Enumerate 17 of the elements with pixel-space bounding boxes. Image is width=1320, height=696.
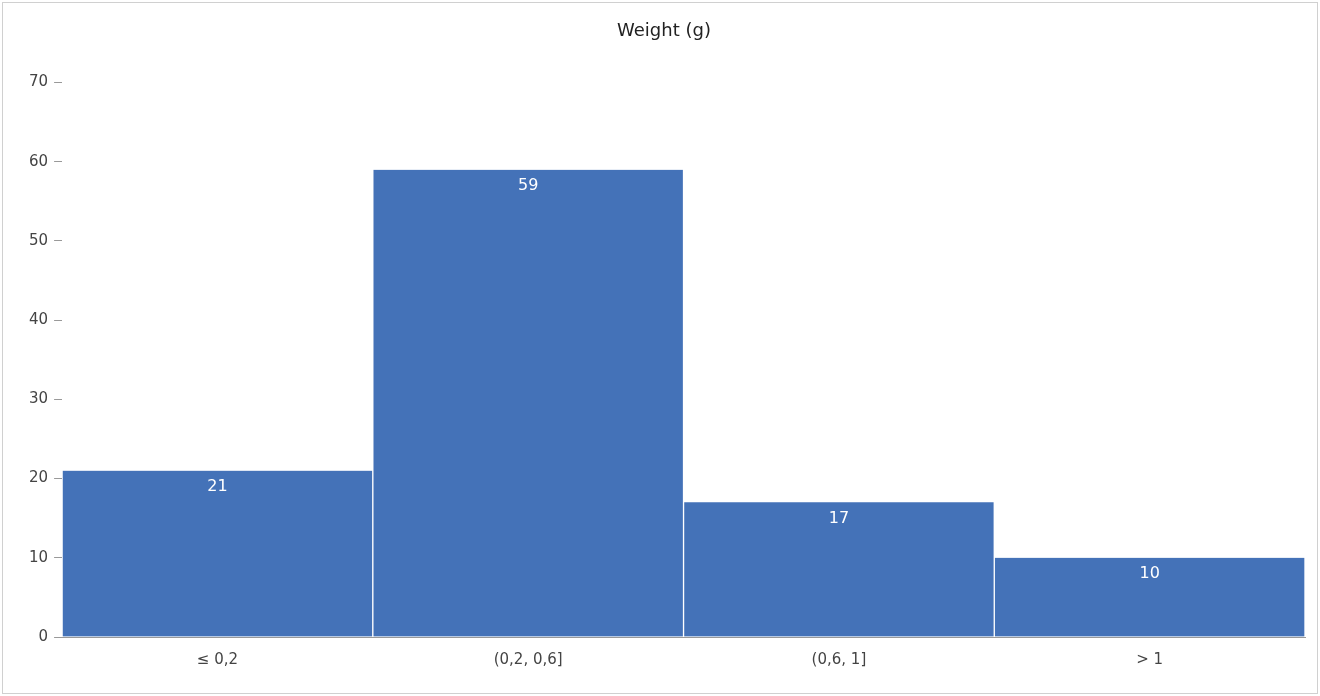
y-tick-label: 10 [28,547,49,566]
y-tick-label: 40 [28,310,49,329]
data-label: 10 [1139,562,1160,582]
x-tick-label: ≤ 0,2 [196,649,239,668]
y-tick-label: 70 [28,72,49,91]
data-label: 17 [828,507,850,527]
x-tick-label: (0,2, 0,6] [493,649,563,668]
y-tick-label: 20 [28,468,49,487]
y-tick-label: 30 [28,389,49,408]
y-tick-label: 0 [38,626,49,645]
x-tick-label: > 1 [1136,649,1164,668]
data-label: 59 [518,174,539,194]
data-label: 21 [207,475,228,495]
y-tick-label: 50 [28,230,49,249]
chart-title: Weight (g) [617,19,711,41]
y-tick-label: 60 [28,151,49,170]
x-tick-label: (0,6, 1] [811,649,867,668]
